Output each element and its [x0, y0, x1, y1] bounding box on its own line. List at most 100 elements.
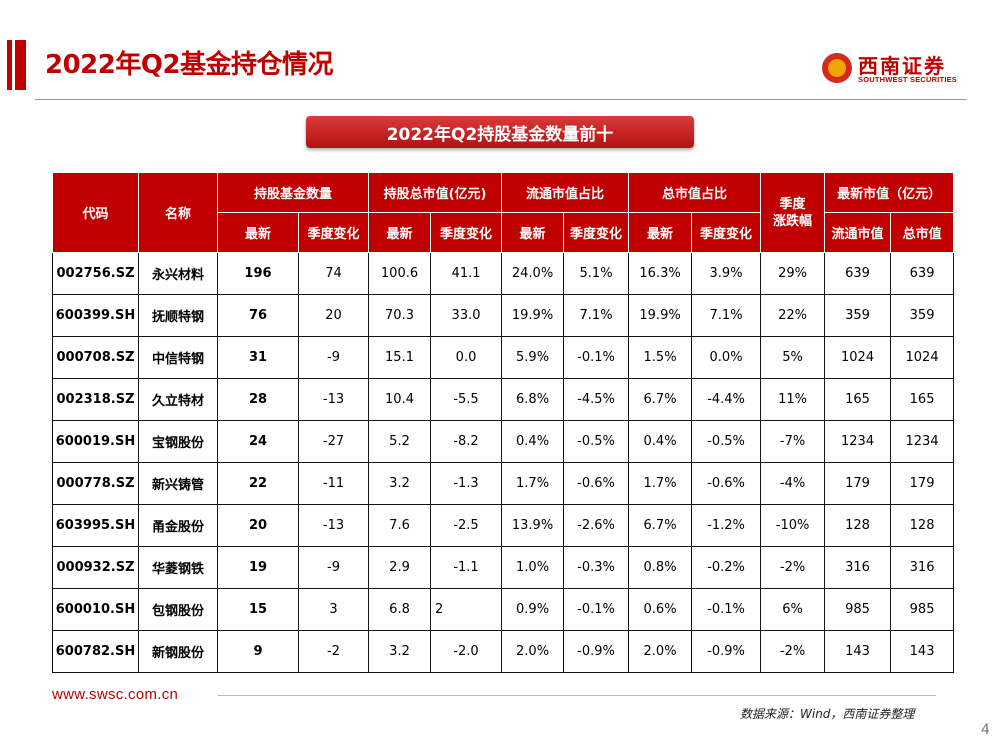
float-market-value: 143 [824, 630, 892, 673]
total-market-value: 165 [890, 378, 955, 421]
fund-count-latest: 31 [217, 336, 299, 379]
total-ratio-qoq: -0.9% [691, 630, 762, 673]
stock-name: 包钢股份 [138, 588, 218, 631]
header-total-ratio: 总市值占比 [628, 172, 762, 213]
total-mv-latest: 15.1 [368, 336, 432, 379]
total-mv-qoq: -2.0 [430, 630, 503, 673]
fund-count-qoq: -27 [297, 420, 370, 463]
stock-code: 002756.SZ [52, 252, 139, 295]
stock-name: 永兴材料 [138, 252, 218, 295]
quarter-change: -7% [760, 420, 826, 463]
table-row: 600019.SH 宝钢股份 24 -27 5.2 -8.2 0.4% -0.5% 0.4% -0… [52, 420, 955, 463]
total-mv-latest: 6.8 [368, 588, 432, 631]
subheader-latest: 最新 [501, 212, 565, 253]
total-ratio-latest: 16.3% [628, 252, 693, 295]
total-ratio-qoq: 7.1% [691, 294, 762, 337]
header-quarter-change: 季度 涨跌幅 [760, 172, 826, 253]
total-ratio-latest: 1.7% [628, 462, 693, 505]
stock-code: 600399.SH [52, 294, 139, 337]
total-market-value: 143 [890, 630, 955, 673]
fund-count-qoq: 3 [297, 588, 370, 631]
total-mv-latest: 2.9 [368, 546, 432, 589]
float-market-value: 316 [824, 546, 892, 589]
total-mv-qoq: -5.5 [430, 378, 503, 421]
float-ratio-qoq: -0.1% [563, 336, 630, 379]
stock-name: 中信特钢 [138, 336, 218, 379]
float-ratio-latest: 5.9% [501, 336, 565, 379]
table-row: 603995.SH 甬金股份 20 -13 7.6 -2.5 13.9% -2.6% 6.7% -… [52, 504, 955, 547]
total-ratio-qoq: 3.9% [691, 252, 762, 295]
footer-divider [218, 695, 936, 696]
fund-count-latest: 24 [217, 420, 299, 463]
fund-count-qoq: 20 [297, 294, 370, 337]
stock-code: 000778.SZ [52, 462, 139, 505]
subheader-latest: 最新 [628, 212, 693, 253]
total-mv-latest: 3.2 [368, 630, 432, 673]
float-ratio-latest: 19.9% [501, 294, 565, 337]
header-market-value: 最新市值（亿元） [824, 172, 955, 213]
subheader-qoq: 季度变化 [297, 212, 370, 253]
float-ratio-qoq: -4.5% [563, 378, 630, 421]
fund-count-latest: 196 [217, 252, 299, 295]
total-ratio-qoq: -0.1% [691, 588, 762, 631]
float-ratio-latest: 24.0% [501, 252, 565, 295]
float-market-value: 985 [824, 588, 892, 631]
fund-count-latest: 20 [217, 504, 299, 547]
float-ratio-latest: 1.0% [501, 546, 565, 589]
total-market-value: 1024 [890, 336, 955, 379]
fund-count-qoq: -9 [297, 336, 370, 379]
float-ratio-qoq: 7.1% [563, 294, 630, 337]
subheader-latest: 最新 [217, 212, 299, 253]
float-market-value: 179 [824, 462, 892, 505]
quarter-change: -2% [760, 630, 826, 673]
float-ratio-qoq: -0.5% [563, 420, 630, 463]
logo-emblem-icon [822, 53, 852, 83]
subheader-qoq: 季度变化 [563, 212, 630, 253]
table-row: 002756.SZ 永兴材料 196 74 100.6 41.1 24.0% 5.1% 16.3… [52, 252, 955, 295]
total-market-value: 316 [890, 546, 955, 589]
float-ratio-latest: 6.8% [501, 378, 565, 421]
fund-count-qoq: -9 [297, 546, 370, 589]
stock-code: 600782.SH [52, 630, 139, 673]
stock-code: 603995.SH [52, 504, 139, 547]
page-number: 4 [981, 722, 990, 738]
total-ratio-latest: 19.9% [628, 294, 693, 337]
float-ratio-latest: 2.0% [501, 630, 565, 673]
total-mv-latest: 10.4 [368, 378, 432, 421]
quarter-change: -2% [760, 546, 826, 589]
subheader-latest: 最新 [368, 212, 432, 253]
page-title: 2022年Q2基金持仓情况 [45, 50, 334, 80]
stock-name: 甬金股份 [138, 504, 218, 547]
website-url[interactable]: www.swsc.com.cn [52, 686, 179, 703]
stock-name: 宝钢股份 [138, 420, 218, 463]
total-market-value: 1234 [890, 420, 955, 463]
stock-code: 000932.SZ [52, 546, 139, 589]
quarter-change: 5% [760, 336, 826, 379]
header-fund-count: 持股基金数量 [216, 172, 370, 213]
total-market-value: 359 [890, 294, 955, 337]
total-mv-qoq: 0.0 [430, 336, 503, 379]
header-code: 代码 [52, 172, 139, 253]
float-ratio-qoq: -0.1% [563, 588, 630, 631]
accent-bar [7, 40, 12, 90]
subheader-total-mv: 总市值 [890, 212, 955, 253]
float-market-value: 639 [824, 252, 892, 295]
float-market-value: 1234 [824, 420, 892, 463]
subheader-qoq: 季度变化 [430, 212, 503, 253]
total-market-value: 639 [890, 252, 955, 295]
float-ratio-latest: 1.7% [501, 462, 565, 505]
quarter-change: -4% [760, 462, 826, 505]
float-ratio-qoq: -0.9% [563, 630, 630, 673]
total-ratio-latest: 0.6% [628, 588, 693, 631]
quarter-change: 22% [760, 294, 826, 337]
logo-subtext: SOUTHWEST SECURITIES [858, 75, 958, 84]
total-mv-qoq: -8.2 [430, 420, 503, 463]
stock-name: 久立特材 [138, 378, 218, 421]
total-mv-qoq: 33.0 [430, 294, 503, 337]
header-float-ratio: 流通市值占比 [501, 172, 630, 213]
total-mv-latest: 70.3 [368, 294, 432, 337]
total-mv-qoq: -1.3 [430, 462, 503, 505]
accent-bar [15, 40, 26, 90]
fund-count-latest: 28 [217, 378, 299, 421]
subheader-float-mv: 流通市值 [824, 212, 892, 253]
